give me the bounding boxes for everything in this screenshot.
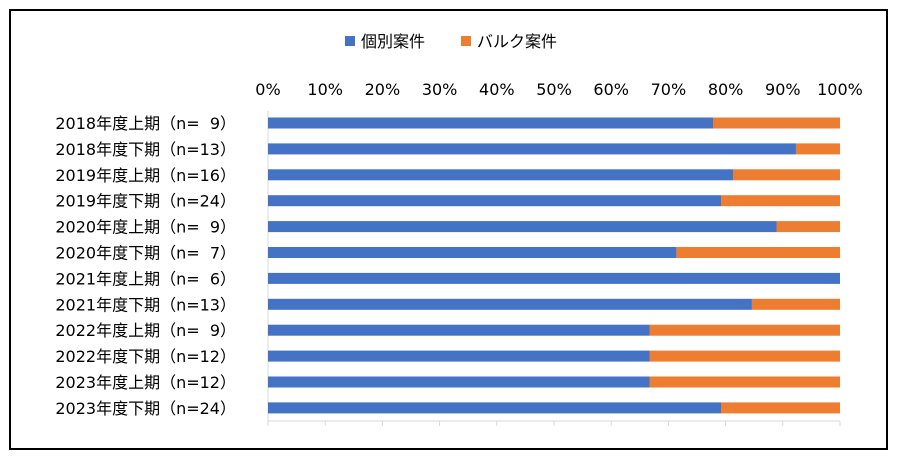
bars xyxy=(268,117,840,414)
x-tick-label: 0% xyxy=(255,80,280,99)
bar-bulk xyxy=(721,195,840,207)
x-tick-label: 70% xyxy=(651,80,687,99)
bar-row xyxy=(268,117,840,129)
category-label: 2022年度下期（n=12） xyxy=(55,347,236,366)
bar-individual xyxy=(268,221,777,233)
category-label: 2021年度下期（n=13） xyxy=(55,295,236,314)
bar-row xyxy=(268,376,840,388)
legend-label: 個別案件 xyxy=(361,32,425,51)
x-tick-label: 50% xyxy=(536,80,572,99)
bar-individual xyxy=(268,324,650,336)
bar-bulk xyxy=(649,324,840,336)
bar-row xyxy=(268,402,840,414)
bar-row xyxy=(268,195,840,207)
category-label: 2018年度上期（n= 9） xyxy=(55,114,236,133)
x-tick-label: 30% xyxy=(422,80,458,99)
bar-bulk xyxy=(776,221,840,233)
bar-bulk xyxy=(733,169,840,181)
bar-bulk xyxy=(676,247,840,258)
x-tick-label: 100% xyxy=(817,80,863,99)
x-axis: 0% 10% 20% 30% 40% 50% 60% 70% 80% 90% 100% xyxy=(255,80,863,426)
category-label: 2021年度上期（n= 6） xyxy=(55,269,236,288)
bar-bulk xyxy=(713,117,840,129)
bar-row xyxy=(268,247,840,258)
x-tick-label: 90% xyxy=(765,80,801,99)
bar-row xyxy=(268,169,840,181)
bar-bulk xyxy=(795,143,840,155)
x-tick-label: 20% xyxy=(365,80,401,99)
bar-row xyxy=(268,350,840,362)
bar-individual xyxy=(268,247,677,258)
bar-individual xyxy=(268,143,796,155)
chart-frame: 個別案件 バルク案件 0% 10% 20% 30% 40% 50% 60% 70% 80% 90% 1… xyxy=(9,9,888,450)
category-label: 2019年度上期（n=16） xyxy=(55,166,236,185)
category-label: 2023年度上期（n=12） xyxy=(55,373,236,392)
category-label: 2020年度上期（n= 9） xyxy=(55,218,236,237)
legend: 個別案件 バルク案件 xyxy=(345,32,557,51)
bar-row xyxy=(268,298,840,310)
category-label: 2018年度下期（n=13） xyxy=(55,140,236,159)
legend-label: バルク案件 xyxy=(477,32,557,51)
chart-svg: 個別案件 バルク案件 0% 10% 20% 30% 40% 50% 60% 70% 80% 90% 1… xyxy=(55,32,863,426)
category-label: 2022年度上期（n= 9） xyxy=(55,321,236,340)
category-label: 2019年度下期（n=24） xyxy=(55,192,236,211)
bar-bulk xyxy=(751,298,840,310)
bar-individual xyxy=(268,376,650,388)
legend-swatch xyxy=(461,36,471,46)
bar-individual xyxy=(268,298,752,310)
bar-row xyxy=(268,324,840,336)
bar-bulk xyxy=(649,376,840,388)
x-tick-label: 40% xyxy=(479,80,515,99)
bar-individual xyxy=(268,272,840,284)
bar-individual xyxy=(268,402,722,414)
x-tick-label: 60% xyxy=(593,80,629,99)
legend-swatch xyxy=(345,36,355,46)
category-label: 2023年度下期（n=24） xyxy=(55,399,236,418)
x-tick-label: 10% xyxy=(307,80,343,99)
bar-individual xyxy=(268,117,714,129)
bar-bulk xyxy=(649,350,840,362)
y-axis: 2018年度上期（n= 9） 2018年度下期（n=13） 2019年度上期（n=1… xyxy=(55,114,236,418)
bar-row xyxy=(268,272,840,284)
bar-row xyxy=(268,143,840,155)
bar-individual xyxy=(268,350,650,362)
bar-individual xyxy=(268,169,734,181)
bar-row xyxy=(268,221,840,233)
x-tick-label: 80% xyxy=(708,80,744,99)
legend-item: バルク案件 xyxy=(461,32,557,51)
legend-item: 個別案件 xyxy=(345,32,425,51)
bar-bulk xyxy=(721,402,840,414)
category-label: 2020年度下期（n= 7） xyxy=(55,244,236,263)
bar-individual xyxy=(268,195,722,207)
